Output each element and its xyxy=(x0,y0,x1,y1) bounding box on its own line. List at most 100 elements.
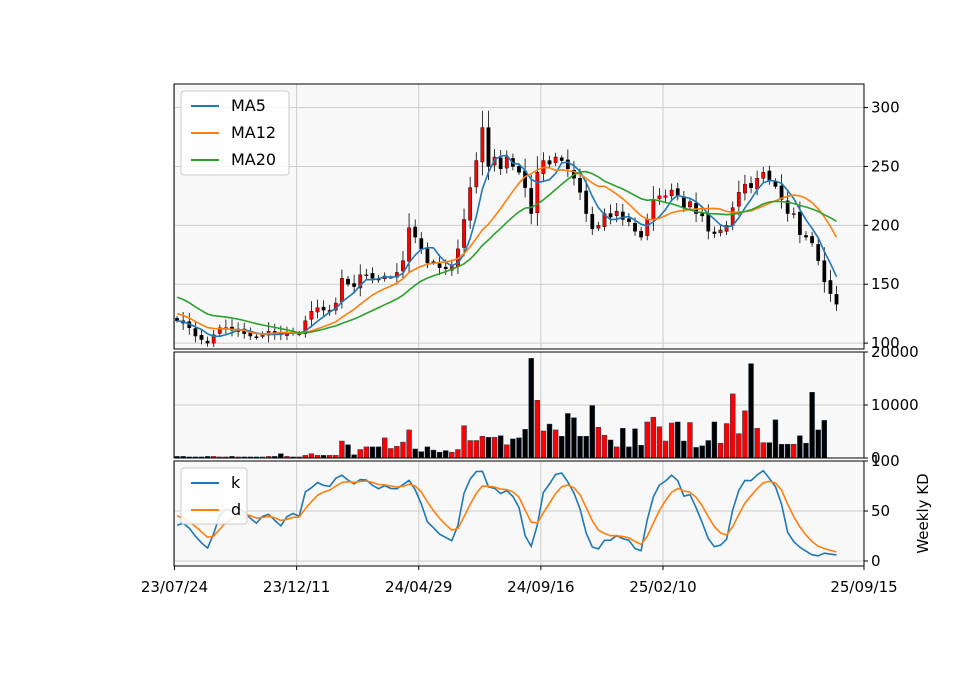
legend-label-ma5: MA5 xyxy=(231,96,266,115)
volume-bar xyxy=(797,435,803,459)
x-tick-label: 23/12/11 xyxy=(263,578,330,596)
price-y-tick-label: 300 xyxy=(871,99,900,117)
volume-bar xyxy=(571,417,577,459)
legend-label-k: k xyxy=(231,473,241,492)
candle-body xyxy=(370,273,375,279)
volume-bar xyxy=(705,440,711,459)
candle-body xyxy=(437,263,442,268)
candle-body xyxy=(443,266,448,270)
volume-bar xyxy=(662,440,669,459)
candle-body xyxy=(346,278,350,285)
kd-axis-label: Weekly KD xyxy=(914,473,932,553)
candle-body xyxy=(822,260,827,283)
volume-bar xyxy=(772,419,779,459)
volume-bar xyxy=(455,449,461,459)
x-tick-label: 23/07/24 xyxy=(141,578,208,596)
candle-body xyxy=(791,213,796,215)
candle-body xyxy=(657,195,662,199)
volume-bar xyxy=(473,440,479,459)
candle-body xyxy=(504,156,509,169)
candle-body xyxy=(804,235,808,238)
candle-body xyxy=(761,172,766,179)
candle-body xyxy=(816,244,821,261)
candle-body xyxy=(205,340,210,344)
volume-bar xyxy=(491,437,498,459)
candle-body xyxy=(358,274,363,289)
volume-bar xyxy=(528,358,534,459)
volume-bar xyxy=(748,363,754,459)
candle-body xyxy=(627,218,631,222)
kd-legend: kd xyxy=(180,467,248,525)
candle-body xyxy=(193,328,198,337)
candle-body xyxy=(486,127,491,167)
candle-body xyxy=(578,178,582,193)
volume-bar xyxy=(626,446,632,459)
candle-body xyxy=(749,183,753,188)
volume-bar xyxy=(522,429,528,459)
volume-bar xyxy=(736,433,742,459)
volume-bar xyxy=(363,446,370,459)
volume-bar xyxy=(546,423,553,459)
volume-bar xyxy=(791,443,797,459)
price-legend-box xyxy=(180,90,290,176)
candle-body xyxy=(663,195,668,198)
candle-body xyxy=(211,334,216,344)
candle-body xyxy=(413,226,418,238)
volume-bar xyxy=(278,453,284,459)
volume-bar xyxy=(449,451,455,459)
candle-body xyxy=(315,307,320,313)
volume-bar xyxy=(711,421,718,459)
volume-bar xyxy=(730,393,736,459)
volume-bar xyxy=(754,428,760,459)
volume-bar xyxy=(534,399,541,459)
volume-bar xyxy=(467,440,473,459)
candle-body xyxy=(596,225,601,229)
candle-body xyxy=(535,172,540,214)
candle-body xyxy=(559,157,564,161)
volume-bar xyxy=(418,451,424,459)
volume-bar xyxy=(504,444,510,459)
candle-body xyxy=(810,236,814,244)
candle-body xyxy=(590,214,595,230)
volume-bar xyxy=(620,428,626,459)
candle-body xyxy=(798,211,802,235)
volume-bar xyxy=(717,442,724,459)
volume-bar xyxy=(565,413,571,459)
volume-bar xyxy=(809,392,815,459)
legend-label-ma20: MA20 xyxy=(231,150,276,169)
candle-body xyxy=(254,336,259,338)
volume-bar xyxy=(424,446,431,459)
x-tick-label: 25/09/15 xyxy=(830,578,897,596)
candle-body xyxy=(614,210,619,216)
candle-body xyxy=(834,294,839,305)
volume-bar xyxy=(699,445,705,459)
candle-body xyxy=(779,185,784,200)
volume-bar xyxy=(614,446,620,459)
candle-body xyxy=(828,280,833,294)
price-legend: MA5 MA12 MA20 xyxy=(180,90,290,176)
volume-bar xyxy=(668,422,675,459)
volume-bar xyxy=(540,430,547,459)
volume-bar xyxy=(369,446,376,459)
x-tick-label: 24/04/29 xyxy=(385,578,452,596)
candle-body xyxy=(352,283,357,287)
volume-bar xyxy=(589,405,595,459)
volume-bar xyxy=(784,443,791,459)
volume-bar xyxy=(375,446,382,459)
volume-bar xyxy=(693,447,699,459)
candle-body xyxy=(718,229,723,234)
candle-body xyxy=(681,196,686,208)
candle-body xyxy=(700,213,705,217)
volume-bar xyxy=(595,427,602,459)
candle-body xyxy=(529,188,534,214)
candle-body xyxy=(401,260,405,272)
d-line xyxy=(176,480,837,553)
kd-y-tick-label: 50 xyxy=(871,502,890,520)
volume-bar xyxy=(339,440,345,459)
volume-bar xyxy=(778,443,785,459)
volume-bar xyxy=(742,410,748,459)
volume-bar xyxy=(656,426,663,459)
volume-bar xyxy=(821,420,828,459)
candle-body xyxy=(309,311,314,320)
